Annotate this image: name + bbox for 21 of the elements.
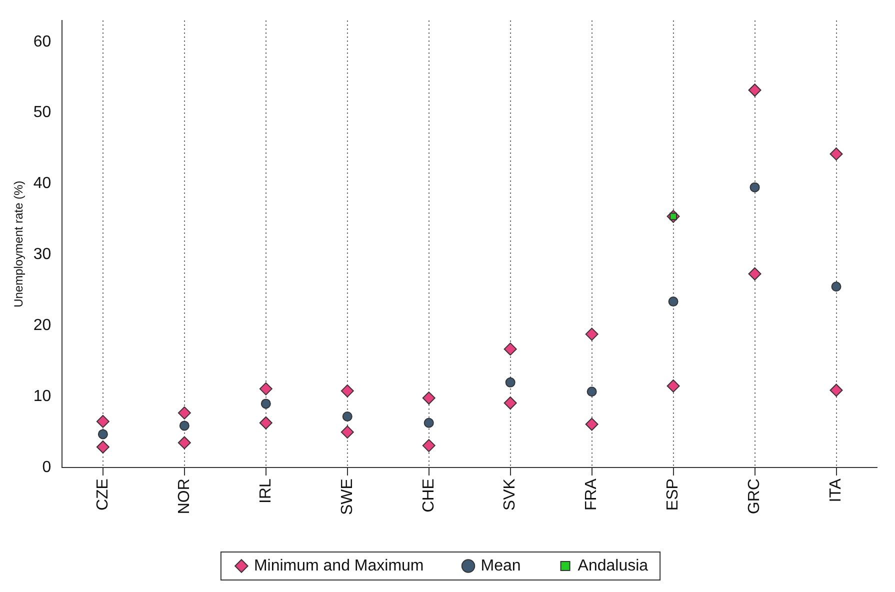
- legend-label: Mean: [480, 557, 521, 574]
- x-tick-label: SWE: [338, 478, 356, 516]
- y-axis-title: Unemployment rate (%): [12, 180, 26, 308]
- y-tick-label: 50: [33, 104, 52, 122]
- x-tick-label: NOR: [176, 478, 193, 514]
- y-tick-label: 20: [33, 317, 52, 334]
- x-tick-label: SVK: [502, 478, 519, 511]
- y-tick-label: 0: [42, 458, 52, 476]
- y-tick-label: 10: [33, 388, 52, 406]
- x-tick-label: FRA: [583, 478, 600, 511]
- y-tick-label: 40: [33, 175, 52, 192]
- x-tick-label: ITA: [828, 478, 845, 502]
- x-tick-label: CHE: [420, 478, 438, 512]
- legend-label: Andalusia: [578, 557, 648, 574]
- legend-label: Minimum and Maximum: [254, 557, 424, 574]
- y-tick-label: 30: [33, 246, 52, 264]
- x-tick-label: CZE: [94, 478, 112, 511]
- x-tick-label: IRL: [257, 478, 274, 504]
- x-tick-label: GRC: [746, 478, 764, 514]
- x-tick-label: ESP: [664, 478, 682, 511]
- y-tick-label: 60: [33, 33, 52, 50]
